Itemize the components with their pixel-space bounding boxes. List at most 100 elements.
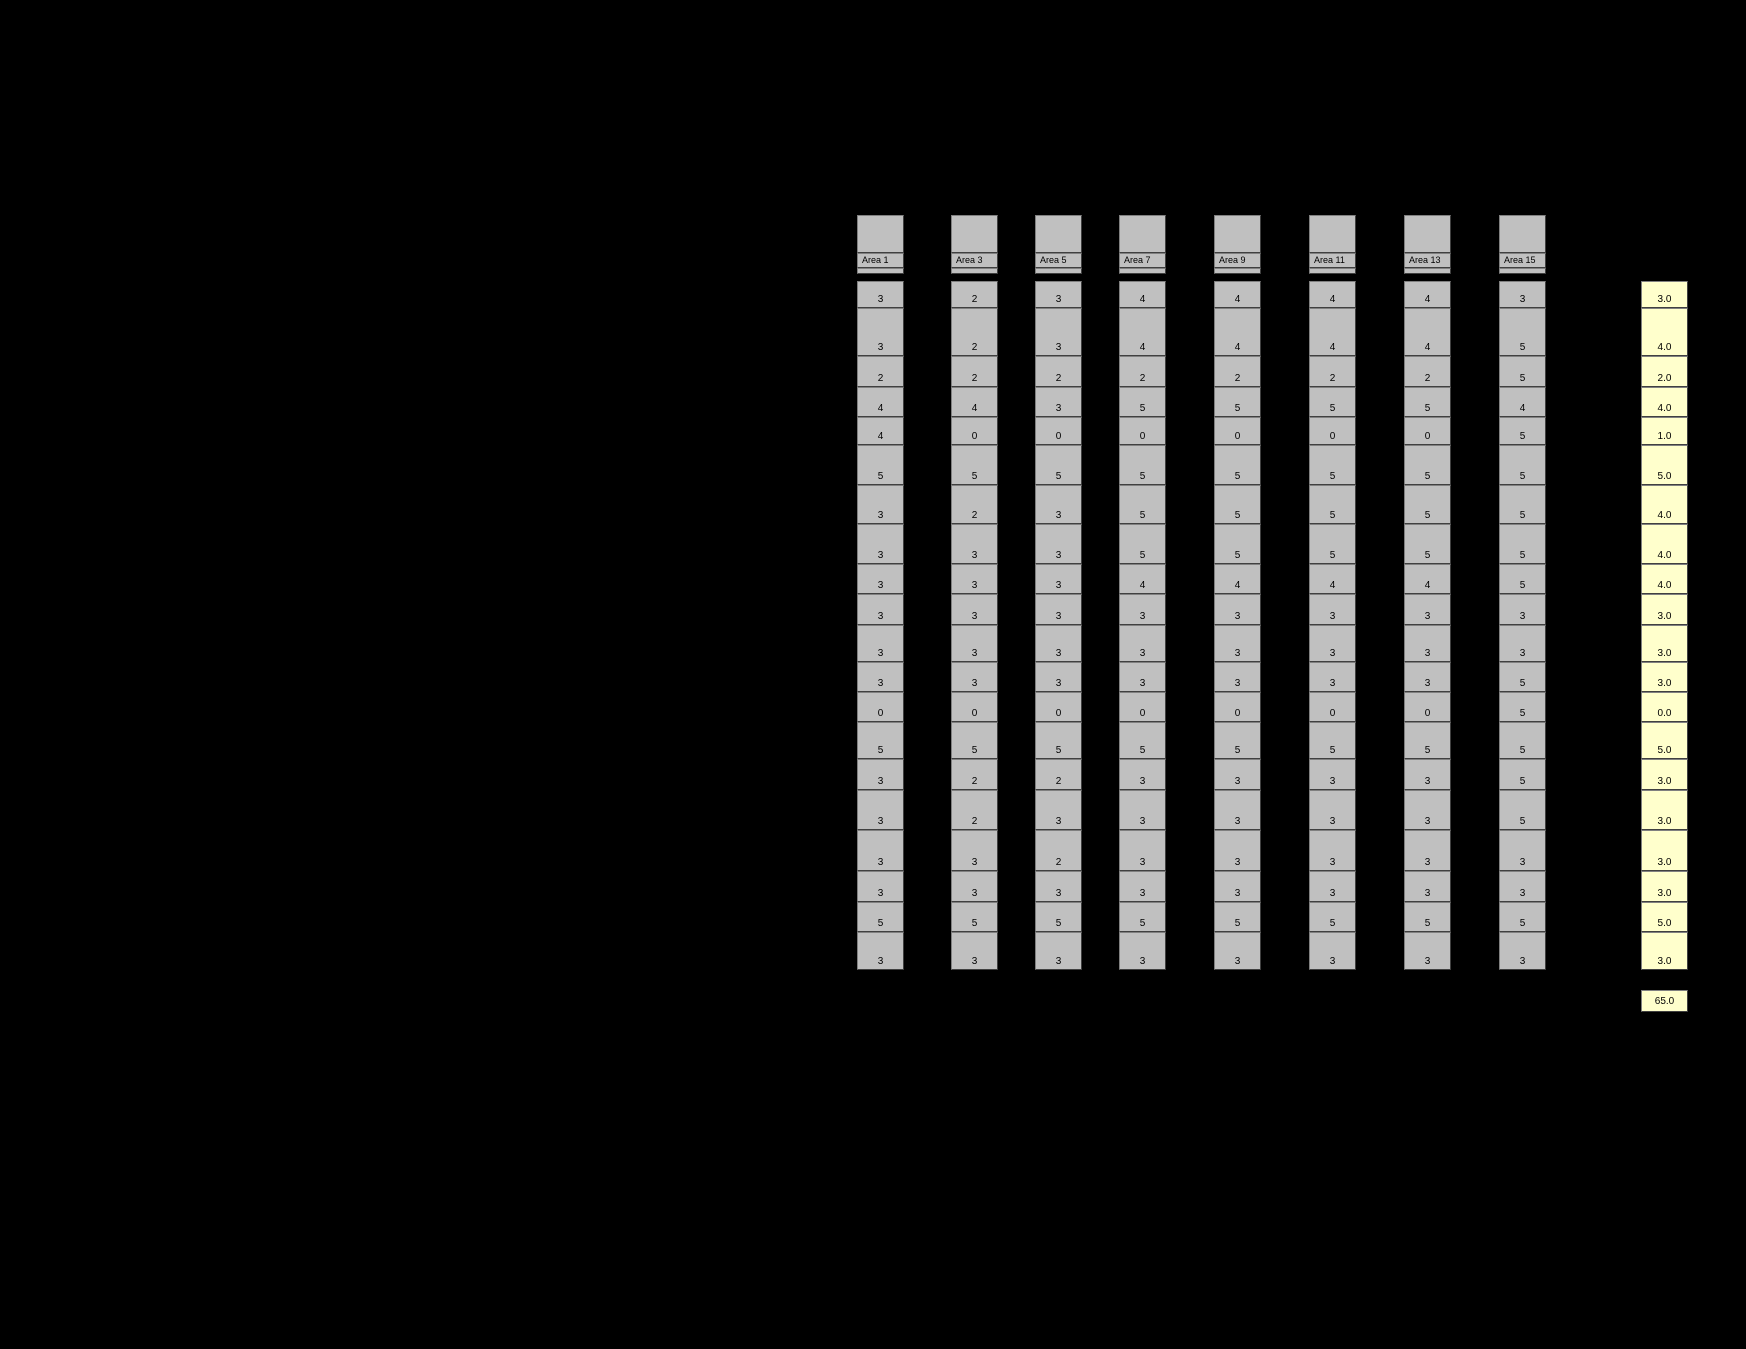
data-cell: 5 (1119, 722, 1166, 759)
data-cell: 5 (1035, 902, 1082, 932)
data-cell: 3 (1035, 387, 1082, 417)
data-cell: 3 (1119, 662, 1166, 692)
avg-cell: 3.0 (1641, 594, 1688, 625)
data-cell: 3 (1119, 932, 1166, 970)
data-cell: 4 (1404, 308, 1451, 356)
data-cell: 3 (1214, 932, 1261, 970)
data-cell: 3 (951, 594, 998, 625)
avg-cell: 3.0 (1641, 830, 1688, 871)
column-header-label: Area 9 (1214, 253, 1261, 268)
data-cell: 5 (1499, 524, 1546, 564)
data-cell: 3 (857, 564, 904, 594)
data-cell: 3 (951, 662, 998, 692)
data-cell: 3 (1119, 830, 1166, 871)
avg-cell: 4.0 (1641, 524, 1688, 564)
data-cell: 3 (857, 790, 904, 830)
data-cell: 5 (951, 722, 998, 759)
data-cell: 3 (951, 564, 998, 594)
column-header-box (857, 215, 904, 253)
data-cell: 5 (1499, 790, 1546, 830)
avg-cell: 3.0 (1641, 790, 1688, 830)
data-cell: 2 (1035, 356, 1082, 387)
column-header-label: Area 13 (1404, 253, 1451, 268)
column-header-label: Area 5 (1035, 253, 1082, 268)
data-cell: 0 (1119, 417, 1166, 445)
data-cell: 5 (1499, 417, 1546, 445)
data-cell: 5 (1499, 445, 1546, 485)
avg-cell: 3.0 (1641, 662, 1688, 692)
data-cell: 5 (1214, 485, 1261, 524)
data-cell: 2 (951, 356, 998, 387)
column-header-label: Area 11 (1309, 253, 1356, 268)
data-cell: 2 (1404, 356, 1451, 387)
data-cell: 3 (1119, 625, 1166, 662)
data-cell: 3 (1119, 594, 1166, 625)
data-cell: 3 (951, 625, 998, 662)
data-cell: 3 (1309, 790, 1356, 830)
avg-cell: 5.0 (1641, 902, 1688, 932)
data-cell: 5 (1309, 445, 1356, 485)
data-cell: 4 (951, 387, 998, 417)
data-cell: 4 (857, 417, 904, 445)
data-cell: 3 (1309, 932, 1356, 970)
data-cell: 5 (1309, 722, 1356, 759)
avg-cell: 5.0 (1641, 445, 1688, 485)
column-header-label: Area 15 (1499, 253, 1546, 268)
data-cell: 0 (1119, 692, 1166, 722)
data-cell: 3 (857, 759, 904, 790)
data-cell: 3 (1035, 932, 1082, 970)
data-cell: 3 (1499, 932, 1546, 970)
data-cell: 3 (1404, 871, 1451, 902)
data-cell: 5 (1499, 722, 1546, 759)
data-cell: 5 (1404, 902, 1451, 932)
data-cell: 0 (1309, 692, 1356, 722)
data-cell: 5 (1119, 445, 1166, 485)
data-cell: 5 (1499, 356, 1546, 387)
data-cell: 5 (1119, 485, 1166, 524)
avg-cell: 0.0 (1641, 692, 1688, 722)
data-cell: 3 (951, 830, 998, 871)
data-cell: 3 (1035, 625, 1082, 662)
data-cell: 4 (1119, 281, 1166, 308)
avg-cell: 1.0 (1641, 417, 1688, 445)
column-header-label: Area 7 (1119, 253, 1166, 268)
column-header-box (1035, 215, 1082, 253)
column-header-box (1404, 215, 1451, 253)
data-cell: 0 (1404, 417, 1451, 445)
data-cell: 0 (1035, 692, 1082, 722)
data-cell: 3 (951, 871, 998, 902)
data-cell: 3 (857, 308, 904, 356)
column-header-box (951, 215, 998, 253)
data-cell: 3 (1119, 790, 1166, 830)
data-cell: 2 (1035, 759, 1082, 790)
data-cell: 3 (951, 524, 998, 564)
column-header-label: Area 1 (857, 253, 904, 268)
avg-cell: 2.0 (1641, 356, 1688, 387)
data-cell: 5 (1404, 445, 1451, 485)
data-cell: 5 (1499, 759, 1546, 790)
data-cell: 0 (951, 692, 998, 722)
data-cell: 2 (857, 356, 904, 387)
data-cell: 4 (1119, 564, 1166, 594)
data-cell: 5 (1309, 387, 1356, 417)
data-cell: 3 (1404, 932, 1451, 970)
data-cell: 5 (1499, 485, 1546, 524)
data-cell: 3 (1499, 281, 1546, 308)
data-cell: 5 (1404, 485, 1451, 524)
data-cell: 3 (1035, 790, 1082, 830)
data-cell: 5 (1214, 387, 1261, 417)
column-header-box (1119, 215, 1166, 253)
data-column: Area 944250555433305333353 (1214, 215, 1261, 970)
data-cell: 5 (1119, 902, 1166, 932)
data-cell: 3 (1309, 871, 1356, 902)
data-cell: 5 (1499, 308, 1546, 356)
avg-cell: 3.0 (1641, 759, 1688, 790)
data-cell: 3 (1035, 524, 1082, 564)
data-cell: 3 (1499, 625, 1546, 662)
data-cell: 3 (1035, 485, 1082, 524)
data-cell: 3 (1214, 759, 1261, 790)
data-cell: 3 (1404, 830, 1451, 871)
avg-cell: 3.0 (1641, 932, 1688, 970)
data-cell: 4 (1309, 281, 1356, 308)
data-cell: 3 (1035, 308, 1082, 356)
